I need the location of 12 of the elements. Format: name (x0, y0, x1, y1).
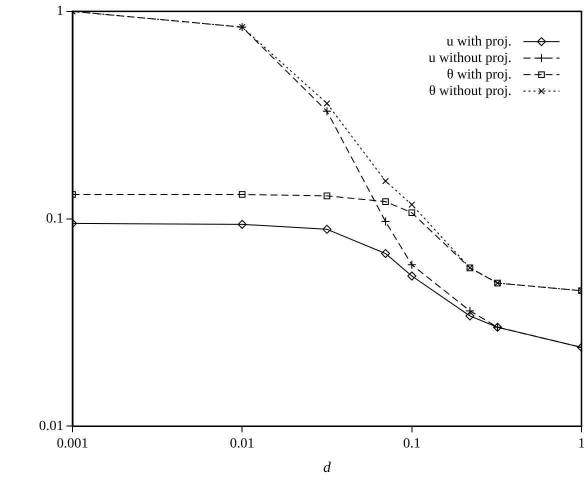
legend-label: θ without proj. (428, 84, 512, 99)
x-tick-label: 0.1 (403, 436, 421, 452)
legend-label: u with proj. (446, 34, 512, 50)
x-tick-label: 0.001 (56, 436, 88, 452)
y-tick-label: 0.1 (46, 211, 64, 226)
x-axis-title: d (323, 460, 332, 476)
x-tick-label: 1 (578, 436, 585, 452)
legend-label: θ with proj. (446, 67, 512, 82)
y-tick-label: 1 (56, 4, 64, 20)
legend-label: u without proj. (428, 50, 512, 66)
x-tick-label: 0.01 (230, 436, 254, 452)
y-tick-label: 0.01 (39, 418, 64, 434)
